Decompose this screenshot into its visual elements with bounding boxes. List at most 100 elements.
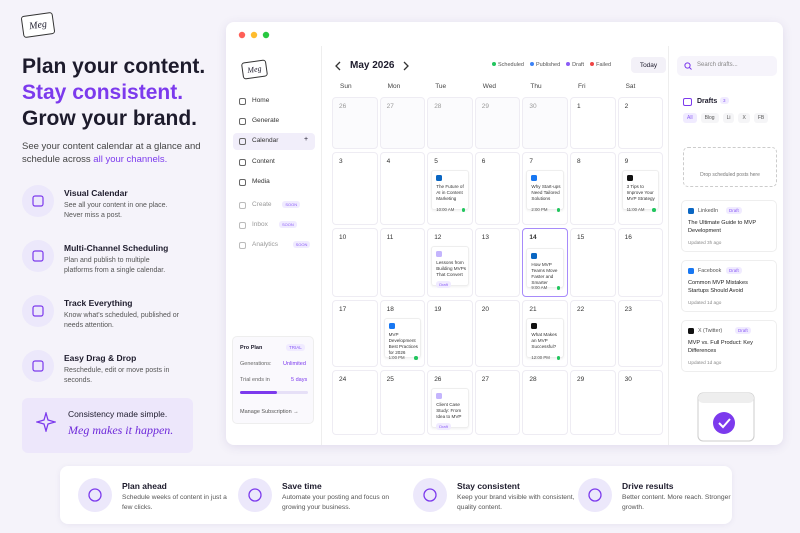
nav-icon — [239, 202, 246, 209]
day-number: 28 — [434, 103, 442, 110]
draft-card[interactable]: Facebook Draft Common MVP Mistakes Startup… — [681, 260, 777, 312]
network-icon — [436, 393, 443, 399]
day-cell: 3 — [332, 152, 378, 225]
nav-item[interactable]: Home — [252, 97, 270, 104]
feature-icon — [22, 295, 54, 327]
filter[interactable]: Li — [722, 113, 735, 123]
day-number: 22 — [577, 306, 585, 313]
nav-item[interactable]: Analytics — [252, 241, 279, 248]
filter[interactable]: Blog — [700, 113, 719, 123]
feature-text: Plan and publish to multiple platforms f… — [64, 257, 166, 274]
nav-item[interactable]: Media — [252, 178, 270, 185]
plan-label: Trial ends in — [240, 377, 270, 383]
day-cell: 8 — [570, 152, 616, 225]
prev[interactable] — [334, 61, 342, 71]
day-cell: 17 — [332, 300, 378, 367]
legend-label: Published — [536, 62, 561, 68]
day-number: 30 — [529, 103, 537, 110]
window-controls — [238, 31, 270, 39]
draft-badge: Draft — [726, 267, 742, 274]
draft-updated: Updated 1d ago — [688, 300, 722, 305]
nav-item[interactable]: Content — [252, 158, 275, 165]
legend-item: Draft — [566, 62, 584, 68]
post-title: 3 Tips to Improve Your MVP Strategy — [626, 184, 655, 201]
day-number: 15 — [577, 234, 585, 241]
post-card[interactable]: How MVP Teams Move Faster and Smarter 9:0… — [526, 248, 564, 290]
weekday: Tue — [435, 83, 447, 90]
post-card[interactable]: Lessons from Building MVPs That Convert D… — [431, 246, 469, 288]
legend-item: Failed — [590, 62, 611, 68]
nav-item[interactable]: Calendar — [252, 137, 279, 144]
nav-item[interactable]: Generate — [252, 117, 280, 124]
post-title: How MVP Teams Move Faster and Smarter — [531, 262, 558, 285]
drafts-icon — [683, 98, 692, 106]
network-icon — [626, 175, 633, 181]
network-icon — [531, 323, 538, 329]
day-cell: 24 — [332, 370, 378, 435]
post-time: 1:00 PM — [388, 355, 405, 360]
post-badge: Draft — [436, 423, 451, 430]
network-icon — [688, 208, 694, 214]
filter[interactable]: All — [683, 113, 697, 123]
network-icon — [531, 253, 538, 259]
day-number: 2 — [624, 103, 629, 110]
logo: Meg — [20, 11, 56, 39]
search[interactable]: Search drafts... — [677, 56, 777, 76]
benefit-text: Better content. More reach. Stronger gro… — [622, 494, 731, 511]
feature-icon — [22, 185, 54, 217]
post-time: 11:00 AM — [626, 207, 645, 212]
post-title: MVP Development Best Practices for 2026 — [388, 332, 418, 355]
day-cell: 18 MVP Development Best Practices for 202… — [379, 300, 426, 367]
day-number: 6 — [481, 158, 486, 165]
next[interactable] — [402, 61, 410, 71]
day-cell: 12 Lessons from Building MVPs That Conver… — [427, 228, 473, 297]
benefit-icon — [578, 478, 612, 512]
post-card[interactable]: The Future of AI in Content Marketing 10:… — [431, 170, 469, 212]
day-cell: 10 — [332, 228, 378, 297]
nav-item[interactable]: Create — [252, 201, 272, 208]
draft-badge: Draft — [726, 207, 742, 214]
post-time: 10:00 AM — [436, 207, 455, 212]
day-cell: 22 — [570, 300, 616, 367]
nav-item[interactable]: Inbox — [252, 221, 268, 228]
network-icon — [436, 251, 443, 257]
network-icon — [388, 323, 395, 329]
draft-card[interactable]: X (Twitter) Draft MVP vs. Full Product: Ke… — [681, 320, 777, 372]
day-number: 1 — [577, 103, 581, 110]
post-card[interactable]: What Makes an MVP Successful? 12:00 PM — [526, 318, 564, 360]
day-cell: 30 — [617, 370, 664, 435]
day-cell: 29 — [474, 97, 521, 149]
app-logo: Meg — [240, 59, 269, 80]
nav-icon — [239, 118, 246, 125]
legend: Scheduled Published Draft Failed — [492, 62, 611, 68]
plan-box: Pro Plan TRIAL Generations: Unlimited Tr… — [232, 336, 314, 424]
filter[interactable]: X — [738, 113, 750, 123]
post-card[interactable]: 3 Tips to Improve Your MVP Strategy 11:00… — [621, 170, 660, 212]
post-card[interactable]: Client Case Study: From Idea to MVP Draft — [431, 388, 469, 430]
drafts-title: Drafts — [697, 98, 718, 105]
hero-line: Plan your content. — [22, 55, 206, 78]
post-card[interactable]: Why Start-ups Need Tailored Solutions 2:0… — [526, 170, 564, 212]
benefit-icon — [78, 478, 112, 512]
post-title: Lessons from Building MVPs That Convert — [436, 260, 467, 277]
day-number: 20 — [481, 306, 490, 313]
filter[interactable]: FB — [753, 113, 769, 123]
post-card[interactable]: MVP Development Best Practices for 2026 1… — [383, 318, 422, 360]
nav-badge: SOON — [282, 201, 301, 208]
feature-text: See all your content in one place. Never… — [64, 202, 168, 219]
draft-card[interactable]: LinkedIn Draft The Ultimate Guide to MVP D… — [681, 200, 777, 252]
plan-link[interactable]: Manage Subscription → — [240, 409, 299, 415]
hero: Plan your content. Stay consistent. Grow… — [22, 54, 205, 132]
today-button[interactable]: Today — [631, 57, 666, 73]
day-number: 24 — [339, 376, 347, 383]
weekday: Wed — [482, 83, 497, 90]
nav-icon — [239, 138, 246, 145]
benefit-title: Plan ahead — [122, 481, 167, 491]
day-number: 30 — [624, 376, 632, 383]
day-number: 7 — [529, 158, 534, 165]
status-dot — [461, 208, 466, 212]
day-number: 29 — [481, 103, 490, 110]
feature-title: Track Everything — [64, 298, 133, 308]
plan-label: Generations: — [240, 361, 272, 367]
feature-title: Visual Calendar — [64, 188, 128, 198]
